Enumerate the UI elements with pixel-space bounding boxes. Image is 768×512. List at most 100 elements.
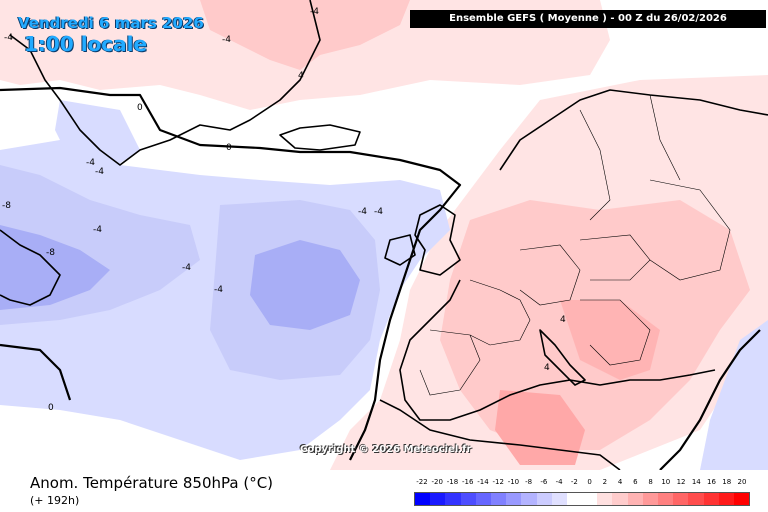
contour-label: -4 — [182, 263, 191, 273]
legend-tick-label: -18 — [446, 478, 459, 486]
contour-zero-north — [0, 86, 462, 461]
contour-label: 0 — [137, 103, 143, 113]
legend-bar — [414, 492, 750, 506]
legend-tick-label: 12 — [676, 478, 686, 486]
legend-swatch — [703, 493, 719, 505]
contour-label: -4 — [358, 207, 367, 217]
zero-contours — [0, 86, 761, 470]
contour-label: -8 — [2, 201, 11, 211]
border-germany — [519, 244, 581, 306]
contour-label: -4 — [4, 33, 13, 43]
legend-swatch — [642, 493, 658, 505]
legend-tick-label: 2 — [602, 478, 608, 486]
legend-tick-label: -10 — [507, 478, 520, 486]
legend-tick-label: 16 — [707, 478, 716, 486]
contour-label: -4 — [310, 7, 319, 17]
scandinavia-coast — [499, 89, 768, 171]
legend-swatch — [627, 493, 643, 505]
border-france — [469, 279, 531, 346]
contour-label: -4 — [222, 35, 231, 45]
border-balkans — [580, 299, 651, 366]
contour-label: 4 — [298, 71, 304, 81]
legend-tick-label: 18 — [722, 478, 732, 486]
europe-west-coast — [399, 279, 716, 421]
legend-tick-label: 10 — [661, 478, 671, 486]
country-borders — [419, 94, 731, 396]
legend-tick-label: -4 — [555, 478, 563, 486]
legend-swatch — [475, 493, 491, 505]
legend-swatch — [460, 493, 476, 505]
cold-anomaly-greenland-sw — [55, 100, 140, 170]
iceland-coast — [279, 124, 361, 151]
legend-swatch — [521, 493, 537, 505]
legend-swatch — [733, 493, 750, 505]
legend-swatch — [612, 493, 628, 505]
legend-swatch — [536, 493, 552, 505]
cold-anomaly-labrador-deep — [0, 225, 110, 310]
legend-tick-label: -14 — [477, 478, 489, 486]
forecast-time: 1:00 locale — [24, 32, 148, 56]
greenland-coast — [9, 0, 321, 166]
legend-tick-label: -22 — [416, 478, 428, 486]
newfoundland-coast — [0, 229, 61, 306]
warm-anomaly-africa — [495, 390, 585, 465]
ireland-coast — [384, 234, 416, 266]
legend-swatch — [506, 493, 522, 505]
legend-swatch — [566, 493, 583, 505]
coastlines — [0, 0, 768, 470]
uk-coast — [414, 204, 461, 276]
cold-anomaly-east — [700, 320, 768, 470]
legend-swatch — [673, 493, 689, 505]
legend-tick-label: -6 — [540, 478, 548, 486]
forecast-date: Vendredi 6 mars 2026 — [18, 14, 204, 32]
contour-zero-east — [659, 329, 761, 470]
contour-label: -4 — [95, 167, 104, 177]
legend-tick-label: -2 — [570, 478, 578, 486]
legend-swatch — [430, 493, 446, 505]
contour-label: -4 — [86, 158, 95, 168]
legend-swatch — [415, 493, 431, 505]
contour-label: -4 — [374, 207, 383, 217]
contour-label-group: -4 -4 4 -4 0 0 -4 -4 -8 -4 -8 -4 -4 -4 -… — [2, 7, 566, 413]
africa-coast — [379, 399, 621, 470]
contour-zero-south — [0, 343, 72, 401]
legend-swatch — [551, 493, 567, 505]
legend-tick-label: -8 — [525, 478, 533, 486]
legend-swatch — [582, 493, 598, 505]
variable-title: Anom. Température 850hPa (°C) — [30, 474, 274, 492]
lead-time: (+ 192h) — [30, 494, 80, 507]
border-east — [649, 179, 731, 281]
border-russia — [649, 94, 681, 181]
footer-bar: Anom. Température 850hPa (°C) (+ 192h) -… — [0, 470, 768, 512]
legend-tick-label: 4 — [617, 478, 623, 486]
color-legend: -22 -20 -18 -16 -14 -12 -10 -8 -6 -4 -2 0 2 4 6 8 10 12 14… — [414, 478, 750, 508]
legend-swatch — [658, 493, 674, 505]
italy-coast — [539, 329, 586, 386]
legend-tick-label: 6 — [633, 478, 638, 486]
contour-label: -8 — [46, 248, 55, 258]
legend-swatch — [445, 493, 461, 505]
contour-label: -4 — [214, 285, 223, 295]
contour-label: 0 — [226, 143, 232, 153]
contour-label: 4 — [560, 315, 566, 325]
cold-anomaly-atlantic-deep — [250, 240, 360, 330]
copyright-notice: Copyright © 2026 Meteociel.fr — [300, 444, 472, 455]
legend-tick-label: -12 — [492, 478, 504, 486]
legend-tick-label: 8 — [648, 478, 653, 486]
legend-tick-label: 14 — [691, 478, 701, 486]
legend-tick-label: 0 — [587, 478, 592, 486]
contour-label: 0 — [48, 403, 54, 413]
anomaly-map: -4 -4 4 -4 0 0 -4 -4 -8 -4 -8 -4 -4 -4 -… — [0, 0, 768, 470]
border-iberia — [419, 329, 481, 396]
legend-swatch — [490, 493, 507, 505]
legend-swatch — [688, 493, 704, 505]
model-run-banner: Ensemble GEFS ( Moyenne ) - 00 Z du 26/0… — [410, 10, 766, 28]
legend-swatch — [597, 493, 613, 505]
legend-tick-label: -16 — [461, 478, 474, 486]
legend-tick-label: 20 — [737, 478, 747, 486]
warm-anomaly-north-deep — [200, 0, 410, 70]
warm-anomaly-balkans — [560, 300, 660, 380]
contour-label: -4 — [93, 225, 102, 235]
legend-swatch — [718, 493, 734, 505]
